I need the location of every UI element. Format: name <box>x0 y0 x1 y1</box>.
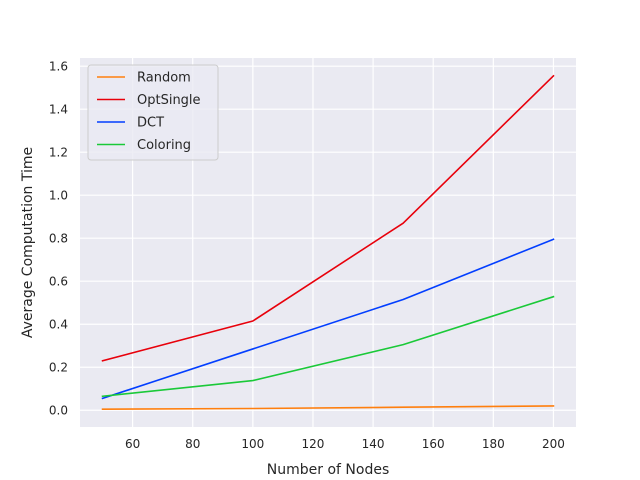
y-tick-label: 1.2 <box>49 146 68 160</box>
x-tick-label: 120 <box>302 437 325 451</box>
x-tick-label: 100 <box>241 437 264 451</box>
x-tick-labels: 60 80 100 120 140 160 180 200 <box>125 437 565 451</box>
x-tick-label: 80 <box>185 437 200 451</box>
legend-label-dct: DCT <box>137 116 164 131</box>
series-line-dct <box>101 238 555 400</box>
series-line-optsingle <box>101 74 555 362</box>
x-tick-label: 180 <box>482 437 505 451</box>
y-tick-label: 0.8 <box>49 232 68 246</box>
y-tick-label: 1.6 <box>49 60 68 74</box>
legend: Random OptSingle DCT Coloring <box>87 64 219 161</box>
x-tick-label: 60 <box>125 437 140 451</box>
series-line-random <box>101 405 555 410</box>
legend-box <box>87 64 219 161</box>
x-tick-label: 140 <box>362 437 385 451</box>
y-tick-label: 0.0 <box>49 404 68 418</box>
legend-label-optsingle: OptSingle <box>137 93 201 108</box>
y-tick-label: 0.2 <box>49 361 68 375</box>
x-axis-label: Number of Nodes <box>267 462 389 478</box>
x-tick-label: 160 <box>422 437 445 451</box>
y-tick-label: 1.0 <box>49 189 68 203</box>
y-tick-label: 1.4 <box>49 103 68 117</box>
legend-label-random: Random <box>137 71 191 86</box>
series-line-coloring <box>101 295 555 398</box>
y-tick-label: 0.4 <box>49 318 68 332</box>
y-tick-label: 0.6 <box>49 275 68 289</box>
series-lines <box>101 74 555 410</box>
y-axis-label: Average Computation Time <box>20 147 36 338</box>
x-tick-label: 200 <box>542 437 565 451</box>
y-tick-labels: 0.0 0.2 0.4 0.6 0.8 1.0 1.2 1.4 1.6 <box>49 60 68 418</box>
legend-label-coloring: Coloring <box>137 138 191 153</box>
